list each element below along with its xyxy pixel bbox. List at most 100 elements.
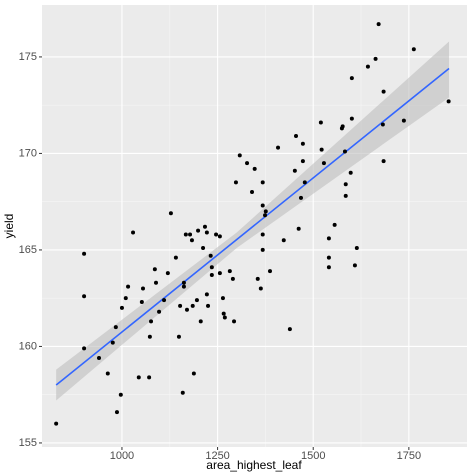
point — [245, 161, 250, 166]
point — [260, 247, 265, 252]
point — [209, 273, 214, 278]
point — [349, 76, 354, 81]
point — [298, 195, 303, 200]
point — [126, 284, 131, 289]
point — [165, 271, 170, 276]
fit-line — [55, 67, 450, 386]
point — [237, 153, 242, 158]
point — [131, 230, 136, 235]
point — [188, 232, 193, 237]
point — [136, 375, 141, 380]
point — [260, 232, 265, 237]
point — [181, 284, 186, 289]
point — [176, 334, 181, 339]
y-tick-label: 160 — [19, 340, 37, 352]
point — [209, 265, 214, 270]
point — [233, 180, 238, 185]
point — [354, 246, 359, 251]
point — [252, 166, 257, 171]
x-axis-title: area_highest_leaf — [206, 458, 302, 472]
point — [381, 89, 386, 94]
point — [258, 286, 263, 291]
x-tick-label: 1500 — [301, 450, 325, 462]
point — [260, 180, 265, 185]
point — [373, 56, 378, 61]
point — [157, 309, 162, 314]
point — [191, 371, 196, 376]
y-tick-label: 170 — [19, 147, 37, 159]
point — [332, 222, 337, 227]
point — [300, 159, 305, 164]
point — [380, 122, 385, 127]
point — [326, 265, 331, 270]
point — [263, 209, 268, 214]
point — [352, 263, 357, 268]
point — [401, 118, 406, 123]
point — [149, 319, 154, 324]
point — [281, 238, 286, 243]
point — [140, 286, 145, 291]
point — [276, 145, 281, 150]
point — [194, 298, 199, 303]
point — [123, 296, 128, 301]
point — [119, 305, 124, 310]
point — [217, 234, 222, 239]
point — [96, 356, 101, 361]
point — [153, 280, 158, 285]
point — [227, 269, 232, 274]
point — [206, 303, 211, 308]
point — [204, 230, 209, 235]
point — [220, 296, 225, 301]
point — [189, 238, 194, 243]
point — [190, 303, 195, 308]
point — [202, 224, 207, 229]
point — [300, 141, 305, 146]
point — [230, 276, 235, 281]
point — [54, 421, 59, 426]
point — [349, 116, 354, 121]
point — [105, 371, 110, 376]
point — [302, 180, 307, 185]
point — [162, 298, 167, 303]
point — [318, 120, 323, 125]
point — [326, 236, 331, 241]
point — [217, 271, 222, 276]
point — [173, 255, 178, 260]
point — [342, 149, 347, 154]
point — [82, 251, 87, 256]
x-tick-label: 1000 — [110, 450, 134, 462]
confidence-band — [56, 41, 450, 401]
point — [147, 334, 152, 339]
point — [255, 276, 260, 281]
point — [348, 170, 353, 175]
point — [181, 280, 186, 285]
x-tick-label: 1250 — [205, 450, 229, 462]
point — [204, 292, 209, 297]
point — [292, 168, 297, 173]
point — [201, 246, 206, 251]
point — [214, 232, 219, 237]
point — [340, 124, 345, 129]
point — [446, 99, 451, 104]
point — [365, 64, 370, 69]
point — [294, 134, 299, 139]
point — [152, 267, 157, 272]
point — [376, 22, 381, 27]
y-tick-label: 155 — [19, 437, 37, 449]
point — [321, 161, 326, 166]
point — [82, 294, 87, 299]
point — [267, 269, 272, 274]
point — [296, 226, 301, 231]
point — [168, 211, 173, 216]
point — [184, 307, 189, 312]
point — [180, 390, 185, 395]
point — [221, 311, 226, 316]
point — [139, 300, 144, 305]
point — [110, 340, 115, 345]
point — [114, 410, 119, 415]
point — [196, 228, 201, 233]
point — [343, 182, 348, 187]
point — [183, 232, 188, 237]
